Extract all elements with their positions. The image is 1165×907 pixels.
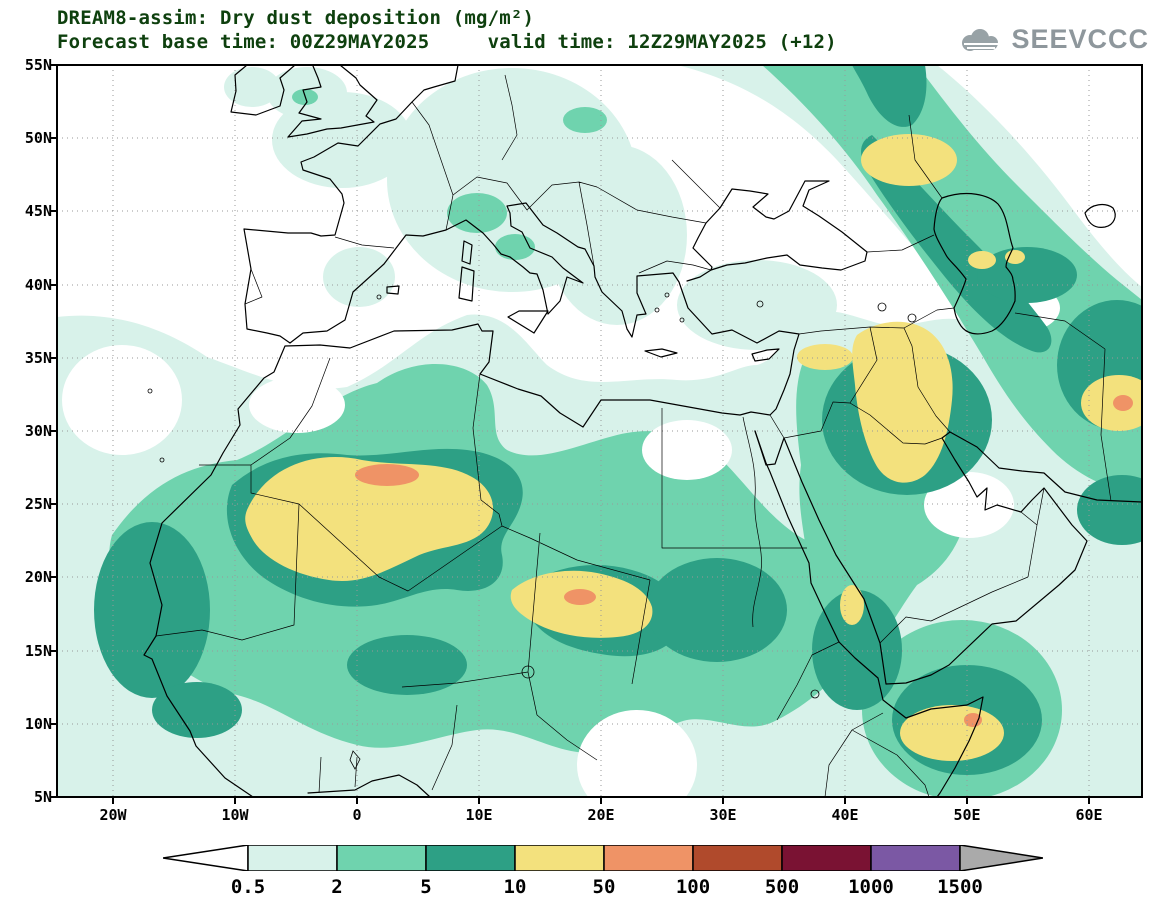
colorbar-segment <box>514 844 605 872</box>
lat-label-15n: 15N <box>24 642 52 660</box>
lat-label-20n: 20N <box>24 568 52 586</box>
lat-label-25n: 25N <box>24 495 52 513</box>
cloud-icon <box>962 28 999 51</box>
coastline-layer <box>143 65 1142 797</box>
lon-label-20e: 20E <box>587 806 615 824</box>
colorbar-underflow-arrow <box>162 844 249 872</box>
colorbar-segment <box>247 844 338 872</box>
map-plot-area <box>57 65 1142 797</box>
lon-label-60e: 60E <box>1075 806 1103 824</box>
lat-label-10n: 10N <box>24 715 52 733</box>
lon-label-30e: 30E <box>709 806 737 824</box>
colorbar-segment <box>603 844 694 872</box>
chart-subtitle: Forecast base time: 00Z29MAY2025 valid t… <box>57 31 837 53</box>
colorbar-segment <box>870 844 961 872</box>
lat-label-30n: 30N <box>24 422 52 440</box>
seevccc-logo: SEEVCCC <box>958 24 1149 55</box>
lat-label-50n: 50N <box>24 129 52 147</box>
lon-label-0: 0 <box>352 806 362 824</box>
lat-label-55n: 55N <box>24 56 52 74</box>
legend-label-10: 10 <box>503 876 527 898</box>
logo-text: SEEVCCC <box>1011 24 1149 54</box>
lat-label-45n: 45N <box>24 202 52 220</box>
legend-label-100: 100 <box>675 876 711 898</box>
colorbar-segment <box>425 844 516 872</box>
lat-label-40n: 40N <box>24 276 52 294</box>
lat-label-35n: 35N <box>24 349 52 367</box>
water-features <box>349 300 917 770</box>
lat-label-5n: 5N <box>33 788 52 806</box>
legend-label-500: 500 <box>764 876 800 898</box>
legend-label-50: 50 <box>592 876 616 898</box>
border-layer <box>155 74 1112 797</box>
lon-label-50e: 50E <box>953 806 981 824</box>
legend-label-1500: 1500 <box>937 876 983 898</box>
legend-label-5: 5 <box>420 876 432 898</box>
colorbar-segment <box>781 844 872 872</box>
contour-layer-10 <box>245 134 1142 761</box>
legend-label-0-5: 0.5 <box>230 876 266 898</box>
graticule <box>57 65 1142 797</box>
chart-title: DREAM8-assim: Dry dust deposition (mg/m²… <box>57 7 535 29</box>
lon-label-40e: 40E <box>831 806 859 824</box>
colorbar-segment <box>336 844 427 872</box>
legend-label-1000: 1000 <box>848 876 894 898</box>
colorbar-segment <box>692 844 783 872</box>
colorbar-overflow-arrow <box>959 844 1044 872</box>
map-frame <box>50 64 1143 804</box>
lon-label-10w: 10W <box>221 806 249 824</box>
lon-label-20w: 20W <box>99 806 127 824</box>
legend-label-2: 2 <box>331 876 343 898</box>
lon-label-10e: 10E <box>465 806 493 824</box>
colorbar-legend: 0.5 2 5 10 50 100 500 1000 1500 <box>162 844 1044 905</box>
dust-deposition-map <box>50 64 1143 804</box>
colorbar <box>162 844 1044 872</box>
